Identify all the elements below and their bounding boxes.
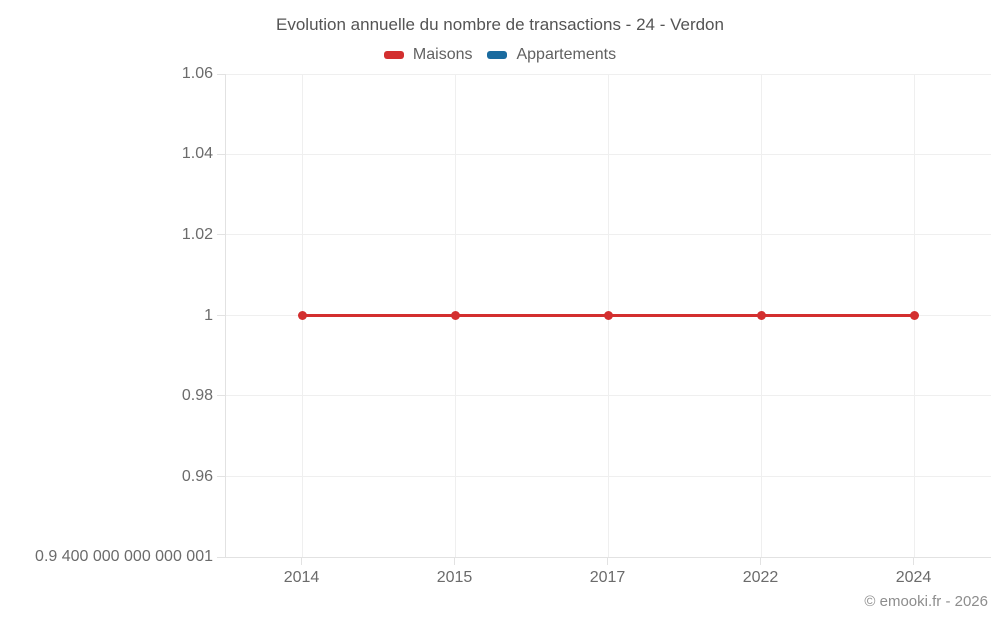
y-tick-mark <box>217 234 226 236</box>
x-tick-mark <box>301 558 302 565</box>
y-tick-label: 1.06 <box>181 65 213 82</box>
y-tick-label: 0.96 <box>181 467 213 485</box>
y-tick-label: 1 <box>204 306 213 324</box>
legend-swatch <box>383 51 404 59</box>
legend-item-maisons[interactable]: Maisons <box>383 46 473 64</box>
chart-legend: Maisons Appartements <box>0 45 1000 65</box>
y-tick-mark <box>217 73 226 75</box>
data-point-maisons[interactable] <box>757 311 766 320</box>
y-tick-label: 0.98 <box>181 386 213 404</box>
legend-swatch <box>487 51 508 59</box>
data-point-maisons[interactable] <box>451 311 460 320</box>
data-point-maisons[interactable] <box>910 311 919 320</box>
y-tick-mark <box>217 315 226 316</box>
x-tick-label: 2022 <box>742 569 779 586</box>
y-axis: 1.06 1.04 1.02 1 0.98 0.96 0.9 400 000 000 000… <box>0 65 213 565</box>
copyright-credit: © emooki.fr - 2026 <box>864 593 988 610</box>
x-tick-label: 2024 <box>895 569 932 586</box>
y-tick-mark <box>217 153 226 155</box>
y-tick-mark <box>217 556 226 558</box>
x-tick-mark <box>913 558 914 565</box>
chart-title: Evolution annuelle du nombre de transact… <box>276 15 724 34</box>
y-tick-label: 1.02 <box>181 225 213 243</box>
series-layer <box>298 311 919 320</box>
x-tick-label: 2017 <box>589 569 626 586</box>
x-tick-label: 2015 <box>436 569 473 586</box>
x-axis: 2014 2015 2017 2022 2024 <box>225 558 990 600</box>
x-tick-mark <box>607 558 608 565</box>
legend-label: Maisons <box>412 46 473 63</box>
y-tick-label: 1.04 <box>181 145 213 163</box>
plot-area <box>217 73 991 558</box>
x-tick-mark <box>454 558 455 565</box>
y-tick-label: 0.9 400 000 000 000 001 <box>35 548 213 565</box>
x-tick-label: 2014 <box>283 569 320 586</box>
data-point-maisons[interactable] <box>298 311 307 320</box>
y-tick-mark <box>217 476 226 477</box>
x-tick-mark <box>760 558 761 565</box>
y-tick-mark <box>217 395 226 397</box>
data-point-maisons[interactable] <box>604 311 613 320</box>
legend-item-appartements[interactable]: Appartements <box>487 46 616 64</box>
legend-label: Appartements <box>516 46 617 63</box>
